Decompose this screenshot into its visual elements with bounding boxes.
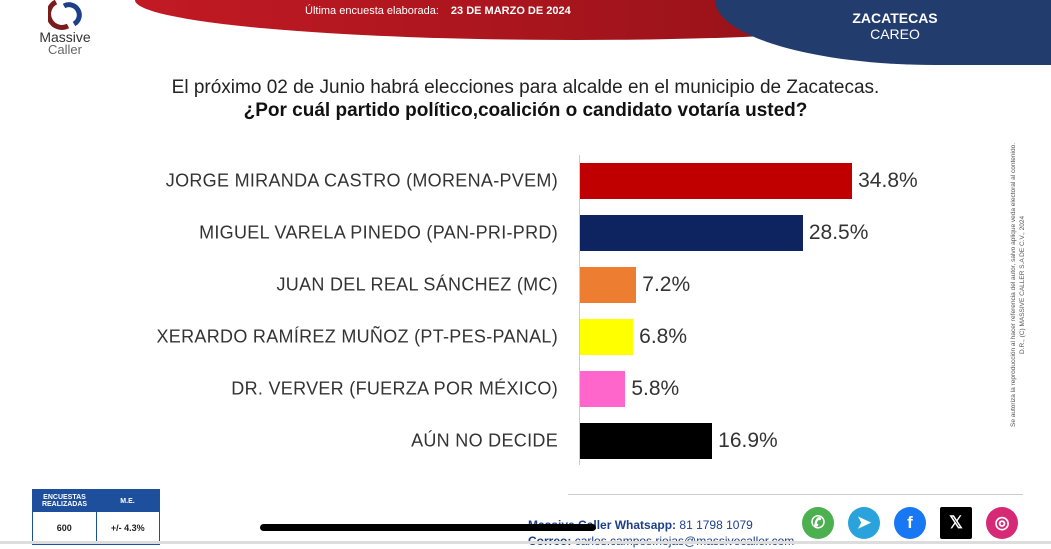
value-label: 6.8% bbox=[639, 325, 688, 348]
facebook-icon[interactable]: f bbox=[894, 507, 926, 539]
x-icon[interactable]: 𝕏 bbox=[940, 507, 972, 539]
divider bbox=[568, 494, 1023, 495]
category-label: AÚN NO DECIDE bbox=[411, 430, 558, 451]
category-label: MIGUEL VARELA PINEDO (PAN-PRI-PRD) bbox=[199, 222, 558, 243]
social-icons: ✆ ➤ f 𝕏 ◎ bbox=[802, 507, 1018, 539]
value-label: 5.8% bbox=[631, 377, 680, 400]
region-title: ZACATECAS CAREO bbox=[852, 10, 938, 42]
category-label: XERARDO RAMÍREZ MUÑOZ (PT-PES-PANAL) bbox=[156, 326, 558, 347]
contact-info: Massive Caller Whatsapp: 81 1798 1079 Co… bbox=[528, 518, 794, 548]
bar bbox=[580, 267, 637, 303]
bottom-border bbox=[0, 541, 1051, 544]
telegram-icon[interactable]: ➤ bbox=[848, 507, 880, 539]
chart-axis bbox=[579, 155, 580, 465]
value-label: 34.8% bbox=[858, 169, 918, 192]
category-label: JORGE MIRANDA CASTRO (MORENA-PVEM) bbox=[165, 170, 558, 191]
bar bbox=[580, 423, 713, 459]
bar bbox=[580, 319, 634, 355]
bar bbox=[580, 215, 803, 251]
instagram-icon[interactable]: ◎ bbox=[986, 507, 1018, 539]
bar bbox=[580, 371, 626, 407]
home-indicator[interactable] bbox=[260, 524, 596, 531]
legal-notice: D.R., (C) MASSIVE CALLER S.A DE C.V., 20… bbox=[1010, 143, 1026, 428]
category-label: DR. VERVER (FUERZA POR MÉXICO) bbox=[231, 378, 558, 399]
bar bbox=[580, 163, 853, 199]
category-label: JUAN DEL REAL SÁNCHEZ (MC) bbox=[276, 274, 558, 295]
stats-table: ENCUESTAS REALIZADAS M.E. 600 +/- 4.3% bbox=[32, 489, 160, 545]
survey-date: Última encuesta elaborada: 23 DE MARZO DE… bbox=[305, 5, 571, 17]
value-label: 7.2% bbox=[642, 273, 691, 296]
whatsapp-icon[interactable]: ✆ bbox=[802, 507, 834, 539]
logo-icon bbox=[48, 0, 82, 30]
value-label: 16.9% bbox=[718, 429, 778, 452]
massive-caller-logo: Massive Caller bbox=[30, 0, 100, 56]
question-intro: El próximo 02 de Junio habrá elecciones … bbox=[171, 77, 880, 98]
question-text: ¿Por cuál partido político,coalición o c… bbox=[243, 100, 808, 121]
value-label: 28.5% bbox=[808, 221, 869, 244]
